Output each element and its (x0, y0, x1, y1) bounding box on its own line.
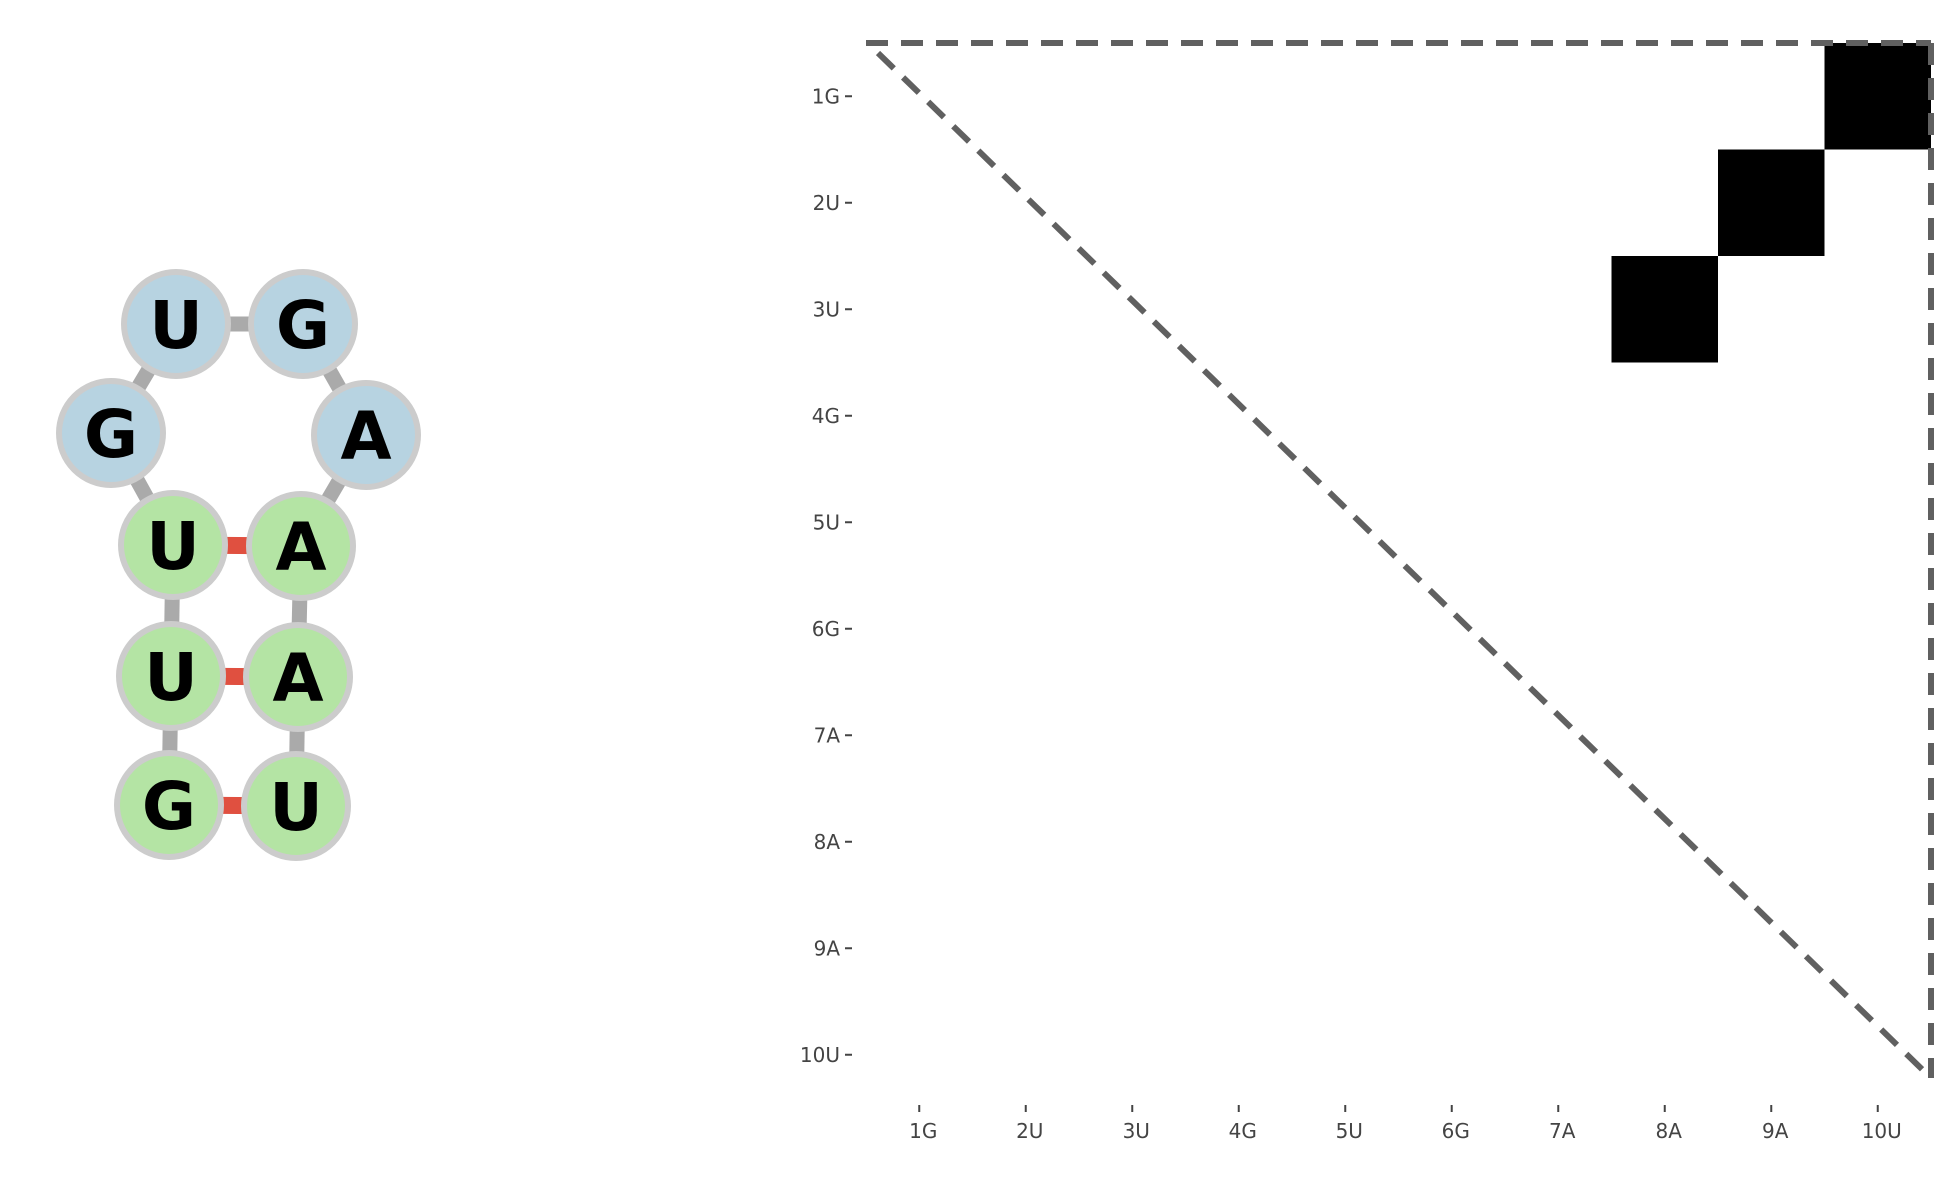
base-pair-matrix: 1G 2U 3U 4G 5U 6G 7A 8A 9A 10U 1G 2U 3U 4G 5U 6G 7A 8A 9A… (800, 40, 1934, 1143)
nucleotide-circle (248, 269, 358, 379)
nucleotide-node: A (311, 380, 421, 490)
y-tick-label: 8A (814, 830, 841, 854)
nucleotide-node: U (116, 621, 226, 731)
nucleotide-circle (243, 622, 353, 732)
nucleotide-node: U (241, 751, 351, 861)
nucleotide-letter: G (276, 287, 330, 364)
nucleotide-node: A (246, 491, 356, 601)
nucleotide-letter: G (84, 396, 138, 473)
nucleotide-node: G (56, 378, 166, 488)
nucleotide-letter: A (272, 640, 323, 717)
nucleotide-circle (241, 751, 351, 861)
nucleotide-letter: U (149, 287, 203, 364)
nucleotide-node: A (243, 622, 353, 732)
y-tick-label: 3U (813, 297, 840, 321)
x-tick-label: 3U (1123, 1119, 1150, 1143)
x-tick-label: 9A (1762, 1119, 1789, 1143)
x-tick-label: 8A (1656, 1119, 1683, 1143)
nucleotide-node: G (248, 269, 358, 379)
nucleotide-letter: A (340, 398, 391, 475)
x-tick-label: 2U (1016, 1119, 1043, 1143)
pair-cell (1824, 43, 1931, 150)
nucleotide-circle (116, 621, 226, 731)
x-tick-label: 7A (1549, 1119, 1576, 1143)
pair-cell (1718, 149, 1825, 256)
y-tick-label: 1G (812, 84, 840, 108)
nucleotide-circle (121, 269, 231, 379)
x-tick-label: 1G (909, 1119, 937, 1143)
nucleotide-node: U (118, 490, 228, 600)
nucleotide-letter: A (275, 509, 326, 586)
x-tick-label: 4G (1229, 1119, 1257, 1143)
y-tick-label: 4G (812, 404, 840, 428)
x-tick-label: 5U (1336, 1119, 1363, 1143)
y-tick-label: 7A (814, 723, 841, 747)
nucleotide-letter: U (144, 639, 198, 716)
x-tick-label: 6G (1442, 1119, 1470, 1143)
nucleotide-node: G (114, 750, 224, 860)
y-tick-label: 2U (813, 191, 840, 215)
y-tick-label: 9A (814, 936, 841, 960)
nucleotide-node: U (121, 269, 231, 379)
y-tick-label: 5U (813, 510, 840, 534)
y-tick-label: 6G (812, 617, 840, 641)
y-axis-ticks: 1G 2U 3U 4G 5U 6G 7A 8A 9A 10U (800, 84, 852, 1067)
matrix-triangle-outline (866, 40, 1934, 1081)
nucleotide-letter: U (146, 508, 200, 585)
x-tick-label: 10U (1862, 1119, 1902, 1143)
nucleotide-circle (311, 380, 421, 490)
y-tick-label: 10U (800, 1043, 840, 1067)
pair-cell (1611, 256, 1718, 363)
nucleotide-circle (246, 491, 356, 601)
nucleotide-letter: U (269, 769, 323, 846)
x-axis-ticks: 1G 2U 3U 4G 5U 6G 7A 8A 9A 10U (909, 1105, 1902, 1143)
nucleotide-letter: G (142, 768, 196, 845)
nucleotide-circle (114, 750, 224, 860)
nucleotide-circle (56, 378, 166, 488)
matrix-cells (1611, 43, 1931, 363)
nucleotide-circle (118, 490, 228, 600)
